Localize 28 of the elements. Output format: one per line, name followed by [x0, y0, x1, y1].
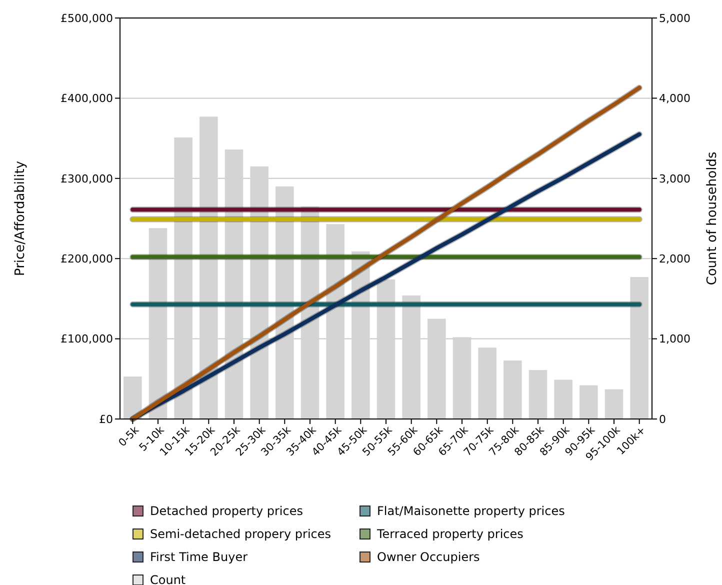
- y-tick-label: £0: [99, 412, 113, 426]
- y2-tick-label: 3,000: [659, 172, 690, 186]
- bar: [528, 370, 548, 419]
- y2-tick-label: 2,000: [659, 252, 690, 266]
- legend-label: Semi-detached propery prices: [150, 527, 332, 542]
- y-tick-label: £200,000: [60, 252, 113, 266]
- y-tick-label: £100,000: [60, 332, 113, 346]
- legend-label: Flat/Maisonette property prices: [377, 504, 565, 518]
- bar: [504, 360, 522, 419]
- bar: [124, 376, 142, 419]
- legend-label: Owner Occupiers: [377, 550, 480, 564]
- y2-tick-label: 4,000: [659, 92, 690, 106]
- legend-label: Terraced property prices: [376, 527, 524, 542]
- y2-tick-label: 5,000: [659, 12, 690, 25]
- y2-axis-title: Count of households: [705, 152, 720, 286]
- y-tick-label: £500,000: [60, 12, 113, 25]
- legend-label: First Time Buyer: [150, 550, 248, 564]
- bar: [604, 389, 624, 419]
- y-tick-label: £400,000: [60, 92, 113, 106]
- bar: [478, 348, 496, 419]
- y-axis-title: Price/Affordability: [13, 160, 28, 276]
- y-tick-label: £300,000: [60, 172, 113, 186]
- bar: [580, 385, 598, 419]
- y2-tick-label: 1,000: [659, 332, 690, 346]
- legend-label: Count: [150, 573, 186, 585]
- legend-label: Detached property prices: [150, 504, 303, 518]
- bar: [554, 380, 572, 419]
- y2-tick-label: 0: [659, 412, 666, 426]
